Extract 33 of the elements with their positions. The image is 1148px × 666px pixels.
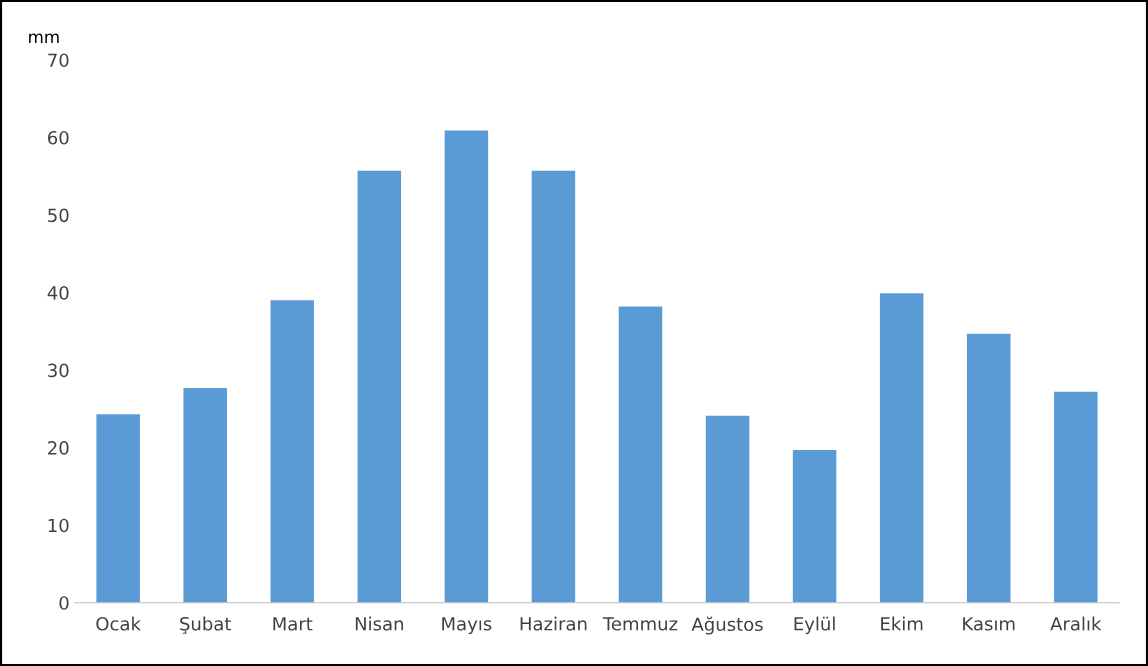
bar (357, 170, 402, 603)
x-tick-label: Ekim (881, 616, 923, 631)
y-axis-title: mm (29, 33, 59, 43)
bar (444, 130, 489, 603)
x-tick-label: Nisan (355, 616, 403, 631)
bar (966, 333, 1011, 603)
x-tick-label: Mart (273, 617, 313, 631)
bar (531, 170, 576, 603)
x-tick-label: Temmuz (602, 617, 678, 631)
y-tick-label: 70 (48, 53, 69, 68)
x-tick-label: Aralık (1050, 616, 1102, 631)
x-tick-label: Mayıs (442, 617, 492, 635)
y-tick-label: 30 (48, 363, 69, 378)
bar (879, 293, 924, 603)
y-tick-label: 10 (48, 518, 69, 533)
x-tick-label: Haziran (520, 616, 587, 631)
bar (705, 415, 750, 603)
bar (792, 449, 837, 603)
x-tick-label: Ağustos (691, 616, 763, 635)
x-tick-label: Eylül (794, 616, 835, 635)
x-tick-label: Ocak (96, 616, 141, 631)
y-tick-label: 60 (48, 130, 69, 145)
x-tick-label: Kasım (963, 617, 1015, 631)
bar (618, 306, 663, 603)
y-tick-label: 0 (59, 596, 69, 610)
bar (96, 414, 140, 603)
bar (183, 387, 227, 603)
x-tick-label: Şubat (180, 616, 232, 634)
y-tick-label: 40 (47, 286, 69, 300)
bar (270, 300, 315, 603)
bar (1054, 391, 1098, 603)
y-tick-label: 20 (48, 441, 69, 455)
y-tick-label: 50 (48, 208, 69, 223)
